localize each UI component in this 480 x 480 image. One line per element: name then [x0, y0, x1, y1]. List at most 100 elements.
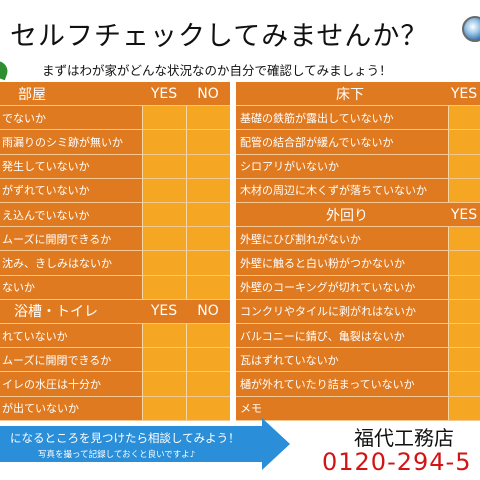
leaf-icon [0, 59, 11, 81]
yes-checkbox[interactable] [448, 154, 480, 178]
yes-checkbox[interactable] [448, 275, 480, 299]
checklist-item-label: ムーズに開閉できるか [2, 353, 112, 367]
bath-section-title: 浴槽・トイレ [14, 304, 98, 321]
checklist-row: が出ていないか [0, 396, 230, 421]
advice-subtext: 写真を撮って記録しておくと良いですよ♪ [38, 450, 196, 460]
checklist-item-label: え込んでいないか [2, 208, 90, 222]
checklist-item-label: 配管の結合部が緩んでいないか [240, 135, 394, 149]
checklist-row: 外壁のコーキングが切れていないか [236, 275, 480, 300]
yes-checkbox[interactable] [142, 275, 186, 299]
yes-checkbox[interactable] [142, 396, 186, 420]
checklist-item-label: コンクリやタイルに剥がれはないか [240, 305, 416, 319]
yes-checkbox[interactable] [142, 154, 186, 178]
checklist-item-label: シロアリがいないか [240, 160, 339, 174]
no-checkbox[interactable] [186, 372, 230, 396]
advice-text: になるところを見つけたら相談してみよう！ [10, 431, 240, 445]
no-checkbox[interactable] [186, 275, 230, 299]
checklist-item-label: メモ [240, 402, 262, 416]
checklist-row: 基礎の鉄筋が露出していないか [236, 106, 480, 131]
checklist-item-label: 発生していないか [2, 160, 90, 174]
no-checkbox[interactable] [186, 130, 230, 154]
checklist-row: メモ [236, 396, 480, 421]
yes-checkbox[interactable] [448, 396, 480, 420]
advice-arrow [0, 426, 262, 462]
checklist-item-label: が出ていないか [2, 402, 79, 416]
exterior-section-title: 外回り [326, 207, 368, 224]
yes-checkbox[interactable] [448, 227, 480, 251]
yes-checkbox[interactable] [448, 178, 480, 202]
checklist-item-label: 瓦はずれていないか [240, 353, 339, 367]
no-checkbox[interactable] [186, 227, 230, 251]
checklist-item-label: 樋が外れていたり詰まっていないか [240, 377, 415, 391]
room-section-title: 部屋 [18, 86, 46, 103]
checklist-row: ないか [0, 275, 230, 300]
page-subtitle: まずはわが家がどんな状況なのか自分で確認してみましょう！ [42, 63, 392, 78]
checklist-item-label: 外壁に触ると白い粉がつかないか [240, 256, 405, 270]
yes-checkbox[interactable] [142, 227, 186, 251]
checklist-row: 外壁にひび割れがないか [236, 227, 480, 252]
checklist-row: 樋が外れていたり詰まっていないか [236, 372, 480, 397]
yes-checkbox[interactable] [142, 106, 186, 130]
yes-checkbox[interactable] [142, 324, 186, 348]
checklist-item-label: 外壁のコーキングが切れていないか [240, 281, 416, 295]
bath-section-header: 浴槽・トイレ YES NO [0, 300, 230, 324]
no-checkbox[interactable] [186, 348, 230, 372]
checklist-row: 外壁に触ると白い粉がつかないか [236, 251, 480, 276]
checklist-row: え込んでいないか [0, 203, 230, 228]
yes-checkbox[interactable] [142, 130, 186, 154]
yes-checkbox[interactable] [448, 106, 480, 130]
page-title: セルフチェックしてみませんか？ [10, 21, 429, 52]
checklist-item-label: 外壁にひび割れがないか [240, 232, 361, 246]
checklist-row: 木材の周辺に木くずが落ちていないか [236, 178, 480, 203]
no-checkbox[interactable] [186, 324, 230, 348]
yes-checkbox[interactable] [142, 348, 186, 372]
checklist-item-label: れていないか [2, 329, 68, 343]
yes-checkbox[interactable] [142, 251, 186, 275]
room-section-header: 部屋 YES NO [0, 82, 230, 107]
yes-column-header: YES [150, 85, 178, 102]
checklist-row: コンクリやタイルに剥がれはないか [236, 299, 480, 324]
checklist-row: シロアリがいないか [236, 154, 480, 179]
checklist-row: がずれていないか [0, 178, 230, 203]
checklist-item-label: 木材の周辺に木くずが落ちていないか [240, 184, 427, 198]
no-column-header: NO [197, 303, 219, 320]
floor-section-title: 床下 [336, 86, 364, 103]
yes-checkbox[interactable] [448, 299, 480, 323]
checklist-item-label: 基礎の鉄筋が露出していないか [240, 111, 394, 125]
no-checkbox[interactable] [186, 396, 230, 420]
checklist-item-label: ないか [2, 281, 35, 295]
checklist-row: 雨漏りのシミ跡が無いか [0, 130, 230, 155]
yes-checkbox[interactable] [142, 178, 186, 202]
checklist-row: 配管の結合部が緩んでいないか [236, 130, 480, 155]
room-checklist-panel: 部屋 YES NO でないか雨漏りのシミ跡が無いか 発生していないかがずれていないかえ込… [0, 82, 230, 421]
checklist-row: 発生していないか [0, 154, 230, 179]
checklist-item-label: イレの水圧は十分か [2, 377, 101, 391]
yes-checkbox[interactable] [448, 348, 480, 372]
checklist-row: でないか [0, 106, 230, 131]
checklist-item-label: バルコニーに錆び、亀裂はないか [240, 329, 405, 343]
no-checkbox[interactable] [186, 251, 230, 275]
checklist-row: 瓦はずれていないか [236, 348, 480, 373]
no-column-header: NO [197, 85, 219, 102]
yes-column-header: YES [450, 85, 478, 102]
no-checkbox[interactable] [186, 178, 230, 202]
checklist-item-label: ムーズに開閉できるか [2, 232, 112, 246]
yes-checkbox[interactable] [448, 372, 480, 396]
checklist-row: 沈み、きしみはないか [0, 251, 230, 276]
yes-checkbox[interactable] [142, 372, 186, 396]
checklist-row: ムーズに開閉できるか [0, 227, 230, 252]
checklist-item-label: 雨漏りのシミ跡が無いか [2, 135, 123, 149]
no-checkbox[interactable] [186, 106, 230, 130]
magnifier-icon [462, 16, 480, 42]
floor-section-header: 床下 YES [236, 82, 480, 107]
phone-number: 0120-294-5 [322, 448, 472, 476]
yes-checkbox[interactable] [448, 130, 480, 154]
no-checkbox[interactable] [186, 203, 230, 227]
yes-column-header: YES [150, 303, 178, 320]
yes-checkbox[interactable] [448, 251, 480, 275]
yes-checkbox[interactable] [448, 324, 480, 348]
no-checkbox[interactable] [186, 154, 230, 178]
checklist-item-label: でないか [2, 111, 46, 125]
checklist-row: れていないか [0, 324, 230, 349]
yes-checkbox[interactable] [142, 203, 186, 227]
